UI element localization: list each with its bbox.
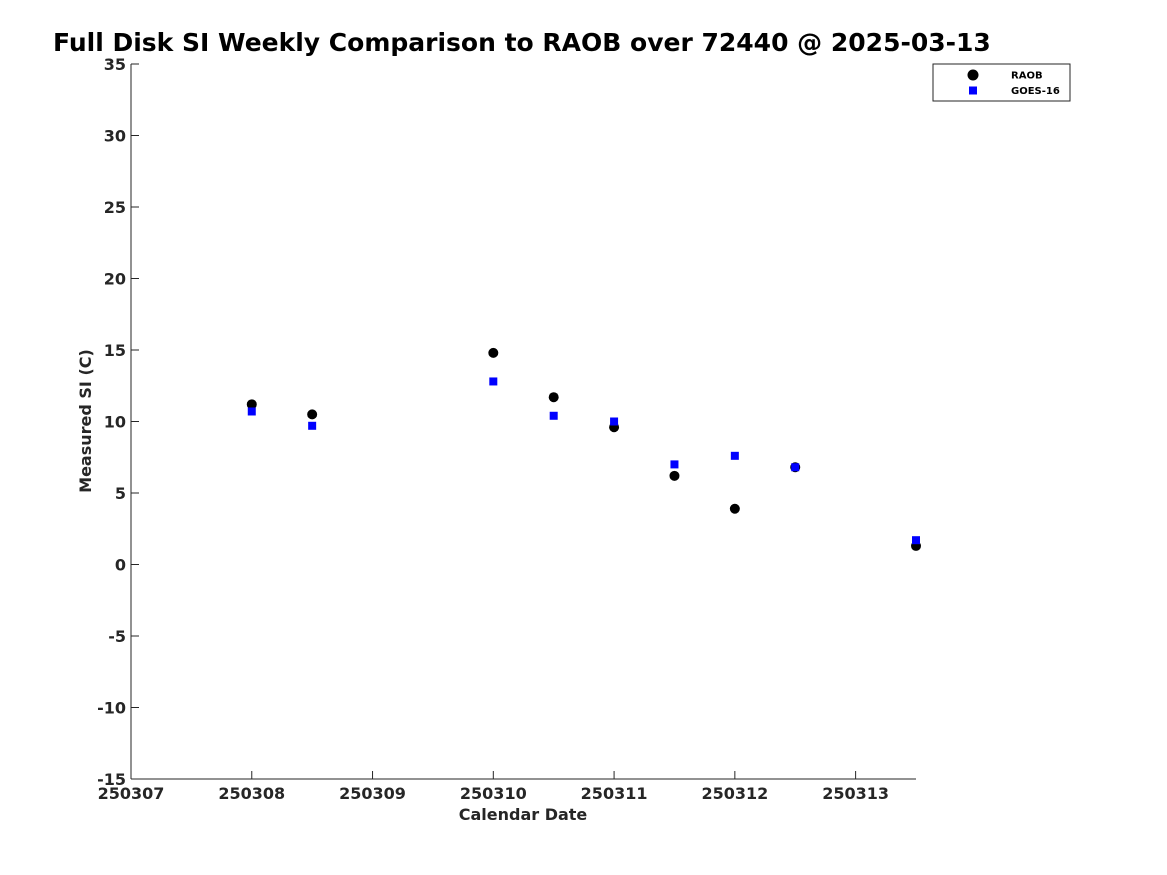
goes-16-point: [730, 451, 739, 460]
y-tick-label: 35: [104, 55, 126, 74]
goes-16-point: [791, 463, 800, 472]
goes-16-point: [247, 407, 256, 416]
goes-16-point: [489, 377, 498, 386]
x-tick-label: 250310: [460, 784, 527, 803]
goes-16-point: [308, 421, 317, 430]
x-tick-label: 250309: [339, 784, 406, 803]
goes-16-point: [912, 536, 920, 545]
y-tick-label: 25: [104, 198, 126, 217]
x-tick-label: 250308: [218, 784, 285, 803]
y-tick-label: 20: [104, 270, 126, 289]
x-tick-label: 250313: [822, 784, 889, 803]
goes-16-point: [610, 417, 619, 426]
y-tick-label: -15: [97, 770, 126, 789]
raob-point: [488, 347, 499, 358]
y-tick-label: 10: [104, 413, 126, 432]
y-axis-label: Measured SI (C): [76, 349, 95, 493]
x-tick-label: 250311: [581, 784, 648, 803]
chart-title: Full Disk SI Weekly Comparison to RAOB o…: [53, 28, 991, 57]
data-points: [246, 347, 921, 551]
x-axis-label: Calendar Date: [459, 805, 588, 824]
raob-point: [669, 470, 680, 481]
legend-marker-goes-16: [969, 86, 977, 95]
legend-label-goes-16: GOES-16: [1011, 86, 1060, 97]
legend: RAOB GOES-16: [932, 63, 1071, 102]
y-tick-label: 30: [104, 127, 126, 146]
raob-point: [729, 503, 740, 514]
y-tick-label: 5: [115, 484, 126, 503]
raob-point: [307, 409, 318, 420]
goes-16-point: [670, 460, 679, 469]
legend-box: [932, 63, 1071, 102]
x-tick-label: 250307: [98, 784, 165, 803]
raob-point: [246, 399, 257, 410]
raob-point: [548, 392, 559, 403]
y-tick-label: 15: [104, 341, 126, 360]
axes: [130, 64, 916, 780]
y-tick-label: 0: [115, 556, 126, 575]
ticks: -15 -10 -5 0 5 10 15 20 25 30 35 250307 250308 250309…: [97, 55, 889, 803]
x-tick-label: 250312: [701, 784, 768, 803]
goes-16-point: [549, 411, 558, 420]
legend-marker-raob: [967, 69, 979, 81]
y-tick-label: -5: [108, 627, 126, 646]
y-tick-label: -10: [97, 699, 126, 718]
legend-label-raob: RAOB: [1011, 71, 1043, 82]
